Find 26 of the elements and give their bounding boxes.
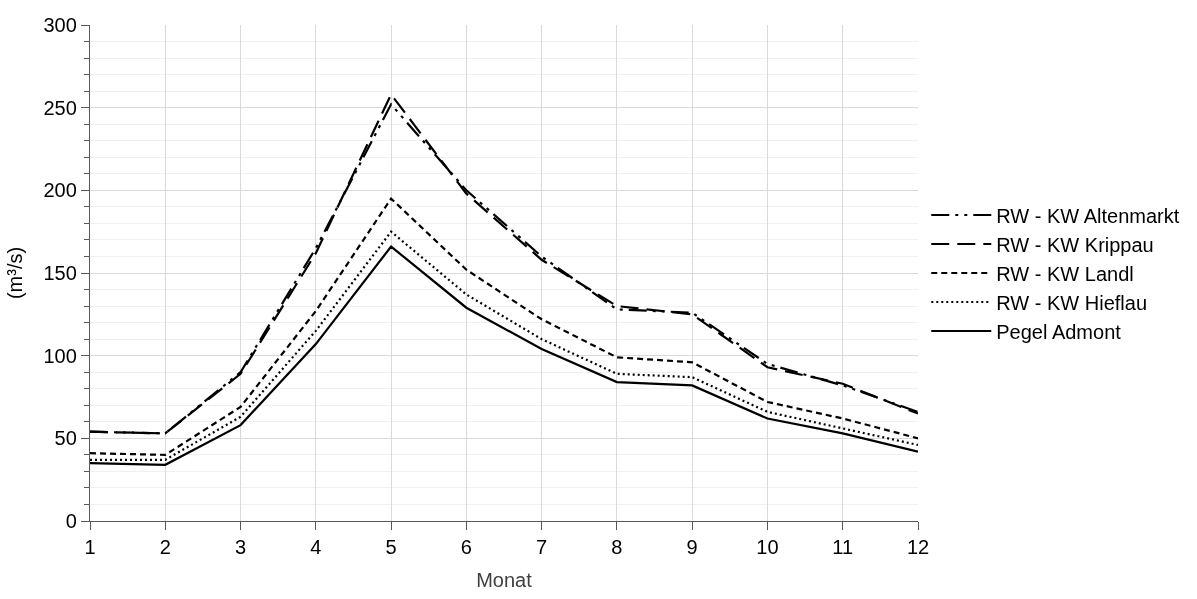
y-tick-label: 250 [43,96,77,119]
y-tick-label: 50 [54,427,77,450]
x-tick-label: 11 [832,536,854,559]
x-tick-label: 1 [84,536,96,559]
y-tick-label: 150 [43,262,77,284]
x-tick-label: 6 [460,536,472,559]
x-tick-label: 2 [159,536,171,559]
y-tick-label: 100 [43,344,77,367]
x-tick-label: 5 [385,536,397,559]
x-tick-label: 7 [536,536,548,559]
x-tick-label: 9 [686,536,698,559]
legend-label: Pegel Admont [996,320,1122,343]
x-tick-label: 4 [310,536,322,559]
y-tick-label: 200 [43,179,77,202]
x-axis-title: Monat [476,568,533,591]
legend-label: RW - KW Krippau [996,233,1154,256]
x-tick-label: 10 [756,536,779,559]
x-tick-label: 3 [234,536,247,559]
y-tick-label: 0 [65,510,77,532]
y-axis-title: (m³/s) [3,246,26,300]
x-tick-label: 8 [611,536,623,559]
legend-label: RW - KW Altenmarkt [996,204,1180,227]
legend-label: RW - KW Landl [996,262,1134,285]
legend-label: RW - KW Hieflau [996,291,1148,314]
y-tick-label: 300 [43,14,77,36]
x-tick-label: 12 [906,536,930,559]
